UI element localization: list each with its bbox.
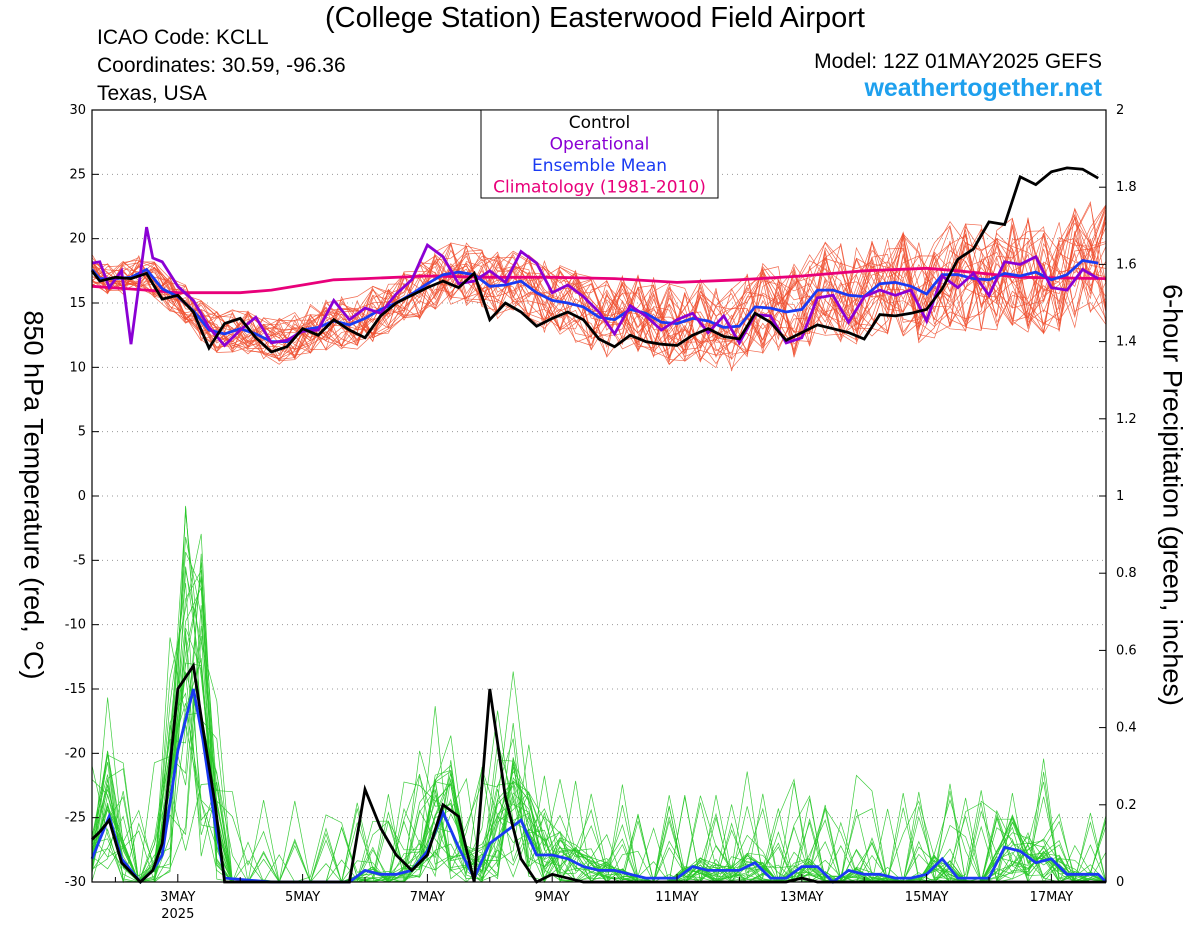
left-tick-label: 10 [69, 360, 86, 375]
temperature-member-line [91, 204, 1107, 366]
left-tick-label: 20 [69, 232, 86, 247]
legend-entry: Ensemble Mean [532, 156, 667, 176]
temperature-operational-line [91, 226, 1099, 348]
left-tick-label: 25 [69, 167, 86, 182]
precip-member-line [91, 566, 1107, 883]
legend-entry: Control [569, 113, 630, 133]
precip-member-line [91, 673, 1107, 883]
temperature-member-line [91, 226, 1107, 353]
precip-member-line [91, 587, 1107, 883]
temperature-member-line [91, 208, 1107, 362]
left-tick-label: 0 [78, 489, 86, 504]
axis-ticks: 302520151050-5-10-15-20-25-3021.81.61.41… [65, 103, 1137, 922]
series-lines [90, 166, 1107, 885]
coordinates: Coordinates: 30.59, -96.36 [97, 54, 346, 77]
precip-member-line [91, 605, 1107, 884]
temperature-member-line [91, 217, 1107, 358]
precip-control-line [91, 662, 1106, 884]
right-tick-label: 1.8 [1116, 180, 1137, 195]
precip-member-line [91, 703, 1107, 884]
precip-member-line [91, 635, 1107, 883]
plot-frame [91, 109, 1107, 883]
legend-entry: Climatology (1981-2010) [493, 178, 706, 198]
left-tick-label: -25 [65, 811, 86, 826]
x-tick-label: 9MAY [535, 890, 570, 905]
right-tick-label: 1 [1116, 489, 1124, 504]
precip-member-line [91, 562, 1107, 883]
plot-border [91, 109, 1107, 883]
left-tick-label: 30 [69, 103, 86, 118]
right-tick-label: 0.2 [1116, 798, 1137, 813]
left-tick-label: -10 [65, 618, 86, 633]
x-tick-label: 3MAY [160, 890, 195, 905]
temperature-control-line [90, 166, 1099, 354]
temperature-member-line [91, 223, 1107, 361]
x-tick-sublabel: 2025 [161, 907, 194, 922]
x-tick-label: 13MAY [780, 890, 824, 905]
right-tick-label: 0 [1116, 875, 1124, 890]
precip-member-line [91, 637, 1107, 883]
temperature-member-line [91, 205, 1107, 360]
right-tick-label: 0.8 [1116, 566, 1137, 581]
x-tick-label: 17MAY [1030, 890, 1074, 905]
precip-member-line [91, 637, 1106, 883]
x-tick-label: 15MAY [905, 890, 949, 905]
legend-box [480, 109, 719, 199]
precip-member-line [91, 505, 1106, 883]
model-run: Model: 12Z 01MAY2025 GEFS [814, 50, 1102, 73]
region: Texas, USA [97, 82, 207, 105]
precip-member-line [91, 512, 1107, 883]
right-tick-label: 0.6 [1116, 643, 1137, 658]
left-tick-label: -20 [65, 746, 86, 761]
left-tick-label: -15 [65, 682, 86, 697]
right-tick-label: 0.4 [1116, 721, 1137, 736]
precip-member-line [91, 553, 1107, 883]
left-tick-label: 15 [69, 296, 86, 311]
precip-member-line [91, 671, 1107, 883]
precip-member-line [91, 570, 1107, 883]
legend-entry: Operational [550, 135, 650, 155]
chart-title: (College Station) Easterwood Field Airpo… [325, 2, 865, 34]
precip-member-line [91, 578, 1106, 883]
temperature-member-line [91, 205, 1107, 370]
temperature-member-line [91, 213, 1107, 350]
precip-member-line [91, 576, 1107, 884]
precip-member-line [91, 506, 1106, 883]
right-tick-label: 1.4 [1116, 335, 1137, 350]
left-tick-label: 5 [78, 425, 86, 440]
icao-code: ICAO Code: KCLL [97, 26, 269, 49]
right-tick-label: 1.2 [1116, 412, 1137, 427]
site-link[interactable]: weathertogether.net [864, 74, 1102, 102]
ensemble-members [91, 200, 1107, 884]
right-tick-label: 2 [1116, 103, 1124, 118]
left-tick-label: -30 [65, 875, 86, 890]
x-tick-label: 11MAY [655, 890, 699, 905]
precip-member-line [91, 662, 1107, 883]
x-tick-label: 7MAY [410, 890, 445, 905]
x-tick-label: 5MAY [285, 890, 320, 905]
right-tick-label: 1.6 [1116, 257, 1137, 272]
climatology-line [91, 266, 1107, 295]
left-tick-label: -5 [73, 553, 86, 568]
precip-member-line [91, 583, 1107, 883]
precip-member-line [91, 569, 1107, 883]
